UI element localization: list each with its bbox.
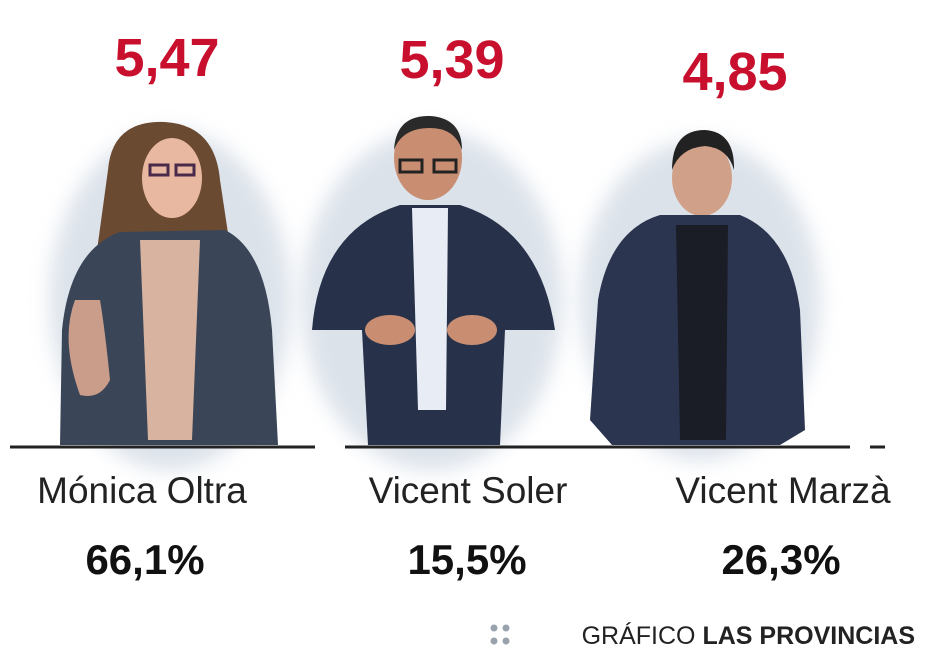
score: 5,39 (399, 30, 504, 90)
credit-icon (490, 624, 510, 645)
percentage: 26,3% (721, 536, 840, 583)
portrait-vicent-marza (580, 130, 820, 460)
person-name: Vicent Soler (369, 470, 568, 511)
person-name: Mónica Oltra (37, 470, 247, 511)
percentage: 66,1% (85, 536, 204, 583)
portrait-vicent-soler (302, 115, 562, 470)
credit-brand: LAS PROVINCIAS (702, 622, 915, 650)
credit-prefix: GRÁFICO (582, 621, 696, 650)
score: 4,85 (682, 42, 787, 102)
credit: GRÁFICO LAS PROVINCIAS (582, 621, 915, 650)
person-name: Vicent Marzà (675, 470, 891, 511)
score: 5,47 (114, 28, 219, 88)
percentage: 15,5% (407, 536, 526, 583)
portrait-monica-oltra (50, 121, 290, 470)
